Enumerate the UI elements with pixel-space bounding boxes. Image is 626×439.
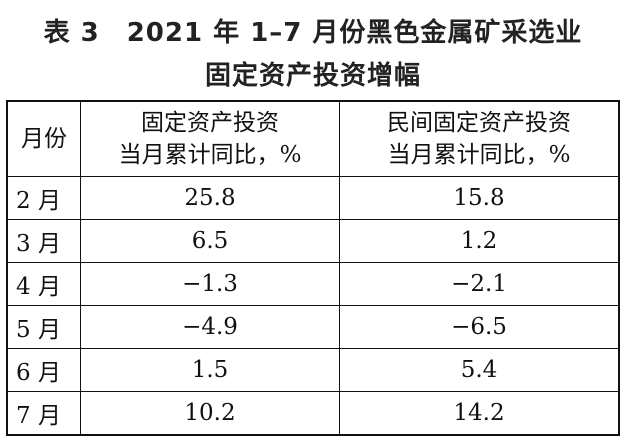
value-cell: 1.5 — [80, 348, 340, 392]
data-table: 月份 固定资产投资 当月累计同比，% 民间固定资产投资 当月累计同比，% 2 月 25… — [6, 100, 620, 436]
month-cell: 4 月 — [6, 262, 81, 306]
month-cell: 7 月 — [6, 391, 81, 436]
header-text: 当月累计同比，% — [118, 142, 302, 168]
value-cell: 15.8 — [339, 176, 620, 220]
header-text: 月份 — [21, 126, 67, 152]
value-cell: 14.2 — [339, 391, 620, 436]
table-row: 6 月 1.5 5.4 — [6, 348, 620, 392]
table-body: 2 月 25.8 15.8 3 月 6.5 1.2 4 月 −1.3 −2.1 5 月 −4.9 −6… — [6, 176, 620, 436]
table-row: 3 月 6.5 1.2 — [6, 219, 620, 263]
value-cell: −1.3 — [80, 262, 340, 306]
table-row: 5 月 −4.9 −6.5 — [6, 305, 620, 349]
value-cell: 25.8 — [80, 176, 340, 220]
value-cell: 5.4 — [339, 348, 620, 392]
table-header: 月份 固定资产投资 当月累计同比，% 民间固定资产投资 当月累计同比，% — [6, 100, 620, 177]
value-cell: 10.2 — [80, 391, 340, 436]
month-cell: 2 月 — [6, 176, 81, 220]
header-text: 当月累计同比，% — [387, 142, 571, 168]
month-cell: 3 月 — [6, 219, 81, 263]
header-cell: 固定资产投资 当月累计同比，% — [80, 100, 340, 177]
header-cell: 民间固定资产投资 当月累计同比，% — [339, 100, 620, 177]
value-cell: 6.5 — [80, 219, 340, 263]
header-cell: 月份 — [6, 100, 81, 177]
value-cell: −6.5 — [339, 305, 620, 349]
header-row: 月份 固定资产投资 当月累计同比，% 民间固定资产投资 当月累计同比，% — [6, 100, 620, 177]
month-cell: 6 月 — [6, 348, 81, 392]
table-row: 7 月 10.2 14.2 — [6, 391, 620, 436]
title-line: 表 3 2021 年 1–7 月份黑色金属矿采选业 — [43, 18, 583, 48]
table-row: 4 月 −1.3 −2.1 — [6, 262, 620, 306]
month-cell: 5 月 — [6, 305, 81, 349]
value-cell: −2.1 — [339, 262, 620, 306]
value-cell: 1.2 — [339, 219, 620, 263]
table-row: 2 月 25.8 15.8 — [6, 176, 620, 220]
value-cell: −4.9 — [80, 305, 340, 349]
header-text: 固定资产投资 — [141, 110, 279, 136]
header-text: 民间固定资产投资 — [387, 110, 571, 136]
title-line: 固定资产投资增幅 — [204, 61, 421, 91]
